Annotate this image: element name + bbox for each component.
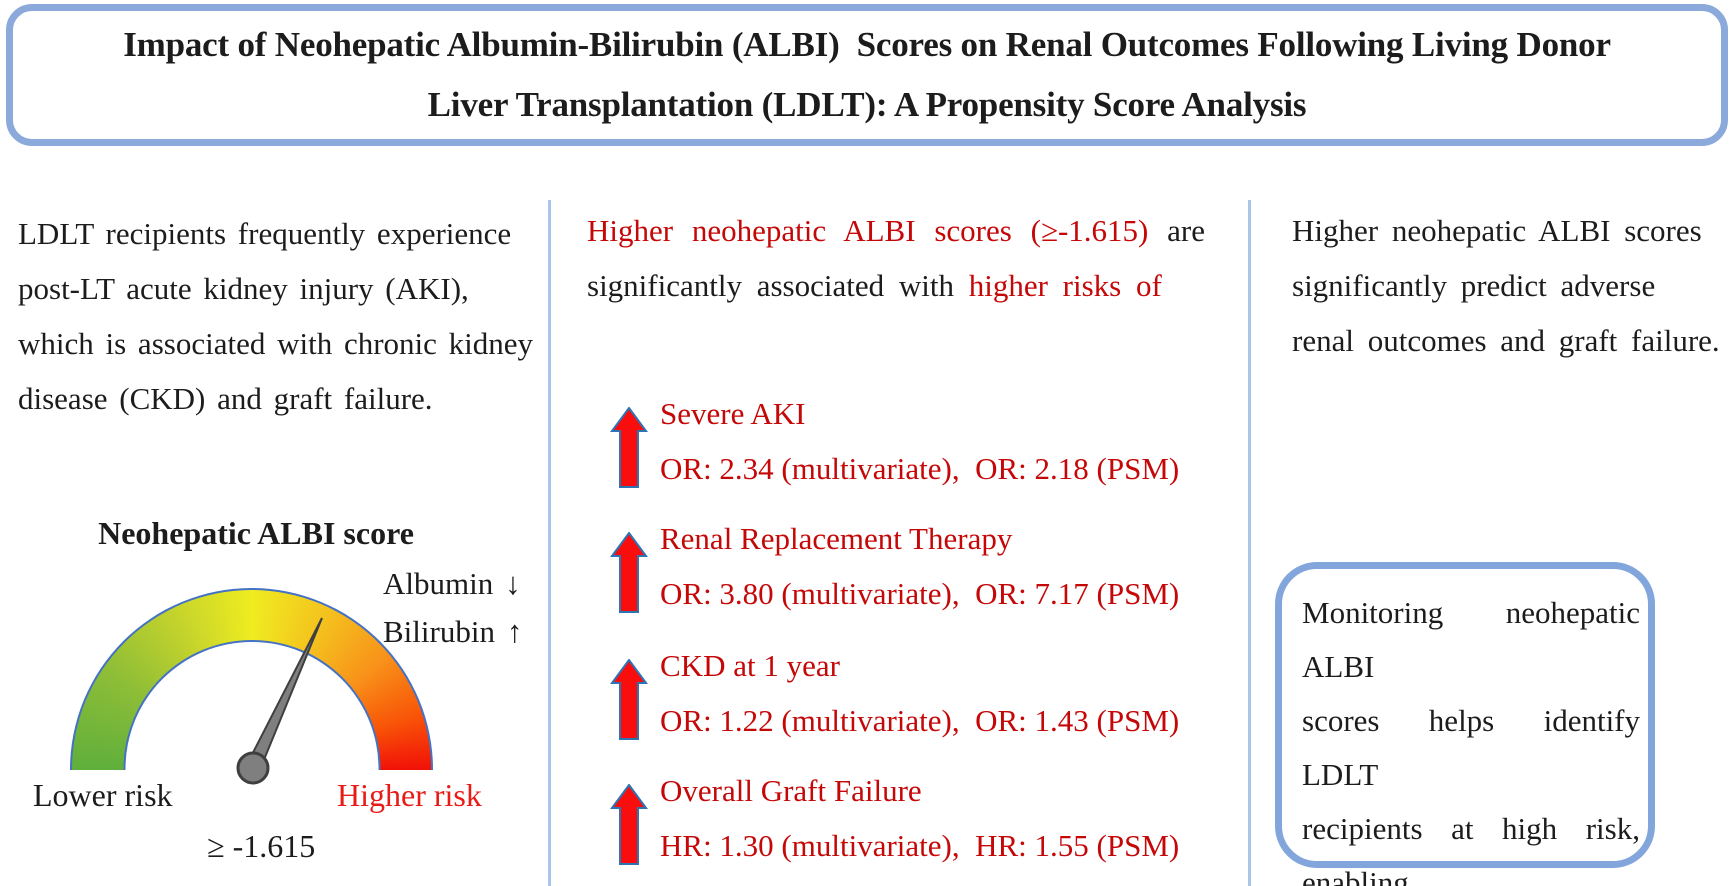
outcome-item-ckd: CKD at 1 year OR: 1.22 (multivariate), O…: [610, 638, 1179, 750]
outcome-item-severe-aki: Severe AKI OR: 2.34 (multivariate), OR: …: [610, 386, 1179, 498]
higher-risk-label: Higher risk: [337, 777, 482, 813]
figure-title-line-1: Impact of Neohepatic Albumin-Bilirubin (…: [123, 25, 1611, 64]
bilirubin-label: Bilirubin ↑: [383, 604, 522, 659]
middle-header: Higher neohepatic ALBI scores (≥-1.615) …: [587, 203, 1205, 313]
header-red-text: higher risks of: [968, 268, 1162, 303]
summary-line: renal outcomes and graft failure.: [1292, 323, 1720, 358]
figure-title-line-2: Liver Transplantation (LDLT): A Propensi…: [427, 85, 1307, 124]
gauge-threshold-label: ≥ -1.615: [207, 828, 316, 864]
up-block-arrow-icon: [610, 659, 648, 740]
summary-line: significantly predict adverse: [1292, 268, 1656, 303]
header-black-text: significantly associated with: [587, 268, 954, 303]
intro-paragraph: LDLT recipients frequently experience po…: [18, 206, 534, 426]
lower-risk-label: Lower risk: [33, 777, 173, 813]
header-red-text: Higher neohepatic ALBI scores (≥-1.615): [587, 213, 1149, 248]
outcome-label: Renal Replacement Therapy: [660, 521, 1013, 556]
albumin-text: Albumin: [383, 566, 494, 601]
conclusion-line: recipients at high risk, enabling: [1302, 811, 1640, 886]
down-arrow-icon: ↓: [505, 566, 521, 601]
up-arrow-icon: ↑: [506, 614, 523, 649]
outcome-item-rrt: Renal Replacement Therapy OR: 3.80 (mult…: [610, 511, 1179, 623]
outcome-stats: HR: 1.30 (multivariate), HR: 1.55 (PSM): [660, 828, 1180, 863]
outcome-item-graft-failure: Overall Graft Failure HR: 1.30 (multivar…: [610, 763, 1179, 875]
summary-line: Higher neohepatic ALBI scores: [1292, 213, 1702, 248]
up-block-arrow-icon: [610, 532, 648, 613]
gauge-arc: [70, 588, 433, 770]
column-divider-right: [1248, 200, 1251, 886]
figure-title-box: Impact of Neohepatic Albumin-Bilirubin (…: [6, 4, 1728, 146]
outcome-label: CKD at 1 year: [660, 648, 840, 683]
header-black-text: are: [1167, 213, 1205, 248]
conclusion-line: Monitoring neohepatic ALBI: [1302, 595, 1640, 684]
conclusion-box: Monitoring neohepatic ALBI scores helps …: [1275, 562, 1655, 886]
up-block-arrow-icon: [610, 407, 648, 488]
albumin-label: Albumin ↓: [383, 556, 521, 611]
middle-header-line-1: Higher neohepatic ALBI scores (≥-1.615) …: [587, 203, 1205, 258]
bilirubin-text: Bilirubin: [383, 614, 495, 649]
up-block-arrow-icon: [610, 784, 648, 865]
middle-header-line-2: significantly associated with higher ris…: [587, 258, 1205, 313]
gauge-title: Neohepatic ALBI score: [98, 515, 414, 551]
outcome-stats: OR: 3.80 (multivariate), OR: 7.17 (PSM): [660, 576, 1180, 611]
intro-line: which is associated with chronic kidney: [18, 326, 534, 361]
intro-line: post-LT acute kidney injury (AKI),: [18, 271, 469, 306]
outcome-label: Overall Graft Failure: [660, 773, 922, 808]
outcome-stats: OR: 1.22 (multivariate), OR: 1.43 (PSM): [660, 703, 1180, 738]
right-summary: Higher neohepatic ALBI scores significan…: [1292, 203, 1720, 368]
intro-line: LDLT recipients frequently experience: [18, 216, 512, 251]
conclusion-line: scores helps identify LDLT: [1302, 703, 1640, 792]
outcome-label: Severe AKI: [660, 396, 806, 431]
outcome-stats: OR: 2.34 (multivariate), OR: 2.18 (PSM): [660, 451, 1180, 486]
column-divider-left: [548, 200, 551, 886]
gauge-inner-mask: [123, 640, 380, 770]
intro-line: disease (CKD) and graft failure.: [18, 381, 433, 416]
